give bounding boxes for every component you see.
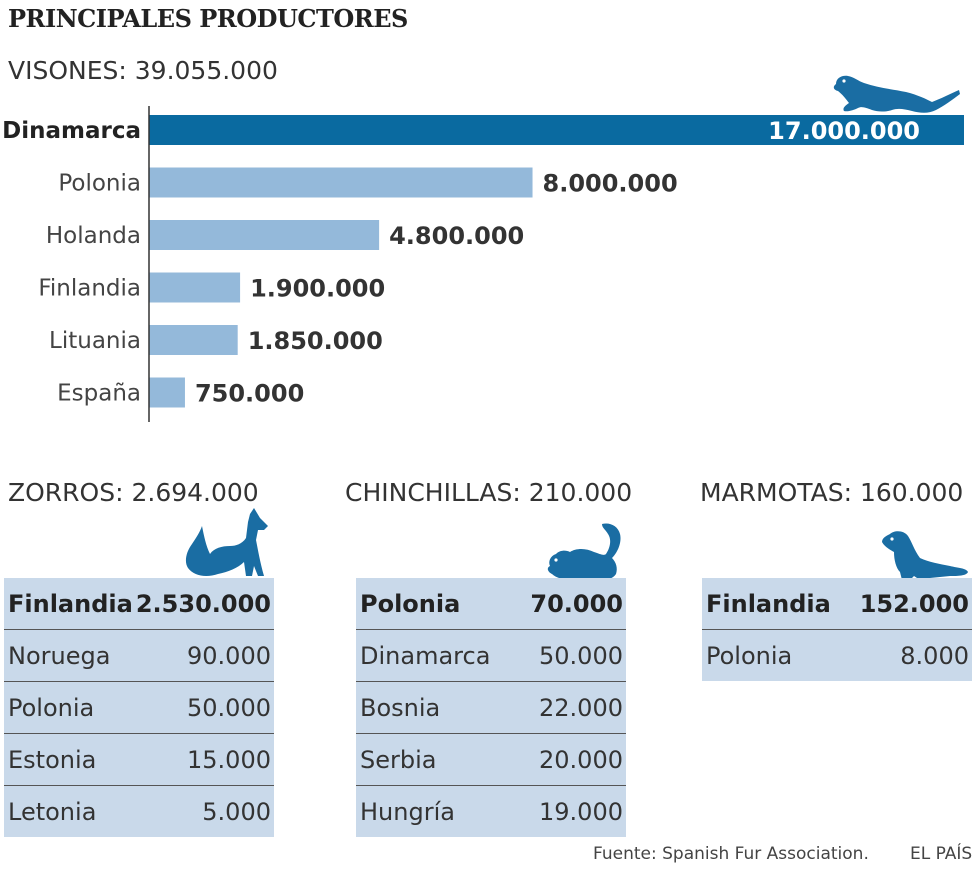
chinchilla-table-title: CHINCHILLAS: 210.000 (345, 478, 633, 507)
chinchilla-icon (547, 523, 621, 581)
table-row: Finlandia 2.530.000 (4, 578, 274, 630)
bar-lituania (149, 325, 238, 355)
value-label: 8.000.000 (543, 170, 678, 198)
fox-table-title: ZORROS: 2.694.000 (8, 478, 259, 507)
value-label: 1.850.000 (248, 327, 383, 355)
category-label: Dinamarca (2, 118, 141, 144)
category-label: España (57, 381, 141, 407)
mink-bar-chart: Dinamarca 17.000.000 Polonia 8.000.000 Holan… (2, 106, 964, 422)
category-label: Lituania (49, 328, 141, 354)
value-label: 1.900.000 (250, 275, 385, 303)
bar-dinamarca (149, 115, 964, 145)
brand-label: EL PAÍS (910, 844, 973, 864)
bar-polonia (149, 167, 533, 198)
value-label: 17.000.000 (768, 117, 920, 145)
table-row: Polonia 70.000 (356, 578, 626, 630)
page-title: PRINCIPALES PRODUCTORES (8, 4, 408, 33)
source-note: Fuente: Spanish Fur Association. (593, 844, 869, 864)
table-row: Serbia 20.000 (356, 734, 626, 786)
table-row: Dinamarca 50.000 (356, 630, 626, 682)
chinchilla-table: Polonia 70.000 Dinamarca 50.000 Bosnia 22.0… (356, 578, 626, 837)
category-label: Finlandia (38, 276, 141, 302)
marmot-table-title: MARMOTAS: 160.000 (700, 478, 964, 507)
table-row: Finlandia 152.000 (702, 578, 972, 630)
table-row: Polonia 8.000 (706, 641, 969, 670)
fox-table: Finlandia 2.530.000 Noruega 90.000 Polonia… (4, 578, 274, 837)
bar-españa (149, 377, 185, 408)
category-label: Holanda (46, 223, 141, 249)
marmot-table: Finlandia 152.000 Polonia 8.000 (702, 578, 972, 681)
table-row: Polonia 50.000 (4, 682, 274, 734)
marmot-icon (882, 531, 968, 580)
table-row: Letonia 5.000 (8, 797, 271, 826)
value-label: 4.800.000 (389, 222, 524, 250)
mink-chart-title: VISONES: 39.055.000 (8, 56, 278, 85)
value-label: 750.000 (195, 380, 304, 408)
table-row: Estonia 15.000 (4, 734, 274, 786)
mink-icon (833, 75, 960, 113)
table-row: Hungría 19.000 (360, 797, 623, 826)
fox-icon (185, 508, 268, 576)
table-row: Bosnia 22.000 (356, 682, 626, 734)
category-label: Polonia (58, 171, 141, 197)
bar-holanda (149, 220, 380, 250)
table-row: Noruega 90.000 (4, 630, 274, 682)
bar-finlandia (149, 272, 241, 303)
